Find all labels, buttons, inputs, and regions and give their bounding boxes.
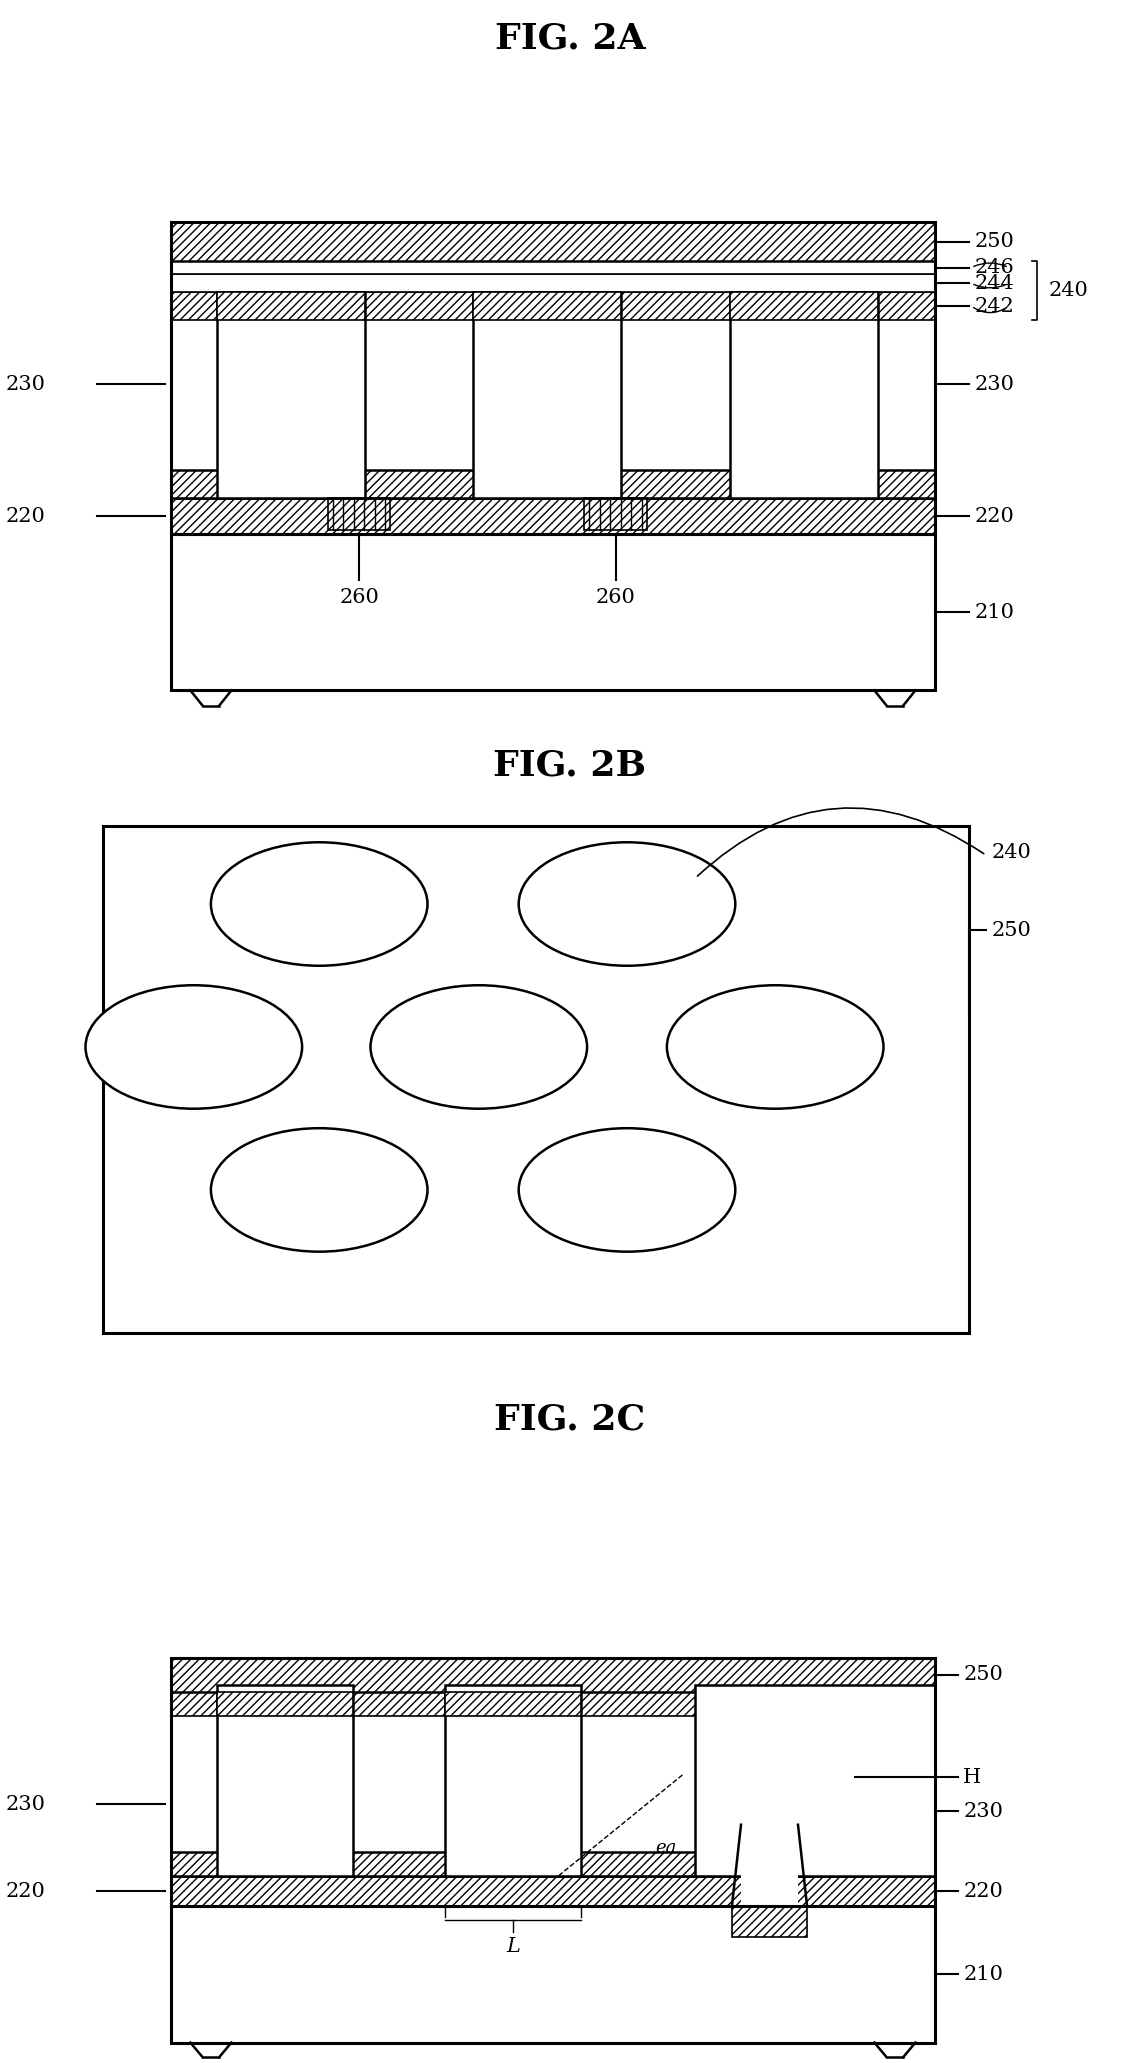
Text: 220: 220 [6,507,46,526]
Bar [171,1659,935,1692]
Circle shape [667,986,884,1108]
Bar [473,291,621,497]
Bar [217,291,365,497]
Text: 210: 210 [963,1964,1003,1985]
Text: 220: 220 [975,507,1015,526]
Text: ea: ea [656,1838,677,1857]
Bar [171,1659,935,1906]
Bar [171,274,935,291]
Bar [473,291,621,320]
Circle shape [211,1128,428,1252]
Circle shape [519,842,735,965]
Text: 260: 260 [596,588,635,607]
Bar [328,497,390,530]
Bar [171,534,935,691]
Text: 246: 246 [975,258,1015,276]
Bar [695,1685,935,1875]
Bar [103,825,969,1333]
Circle shape [519,1128,735,1252]
Text: 230: 230 [975,375,1015,394]
Text: 230: 230 [6,375,46,394]
Text: 230: 230 [6,1795,46,1813]
Bar [171,1875,935,1906]
Bar [217,1685,353,1875]
Text: 220: 220 [6,1881,46,1900]
Bar [171,223,935,262]
Text: 250: 250 [975,233,1015,252]
Bar [171,497,935,534]
Bar [730,291,878,320]
Text: 250: 250 [992,920,1032,939]
Circle shape [211,842,428,965]
Circle shape [370,986,587,1108]
Text: 242: 242 [975,297,1015,316]
Bar [445,1685,581,1875]
Bar [171,1853,935,1875]
Bar [217,1692,353,1716]
Circle shape [86,986,302,1108]
Bar [217,291,365,320]
Text: 220: 220 [963,1881,1003,1900]
Text: 230: 230 [963,1801,1003,1822]
Bar [584,497,648,530]
Bar [171,262,935,274]
Text: FIG. 2A: FIG. 2A [495,21,645,56]
Bar [732,1906,807,1937]
Bar [171,223,935,534]
Text: FIG. 2C: FIG. 2C [495,1403,645,1436]
Text: 240: 240 [1049,281,1089,299]
Text: 244: 244 [975,274,1015,293]
Text: H: H [963,1768,982,1787]
Bar [171,1692,935,1716]
Text: 260: 260 [340,588,378,607]
Text: FIG. 2B: FIG. 2B [494,749,646,782]
Bar [171,470,935,497]
Bar [730,291,878,497]
Bar [171,1906,935,2042]
Text: 250: 250 [963,1665,1003,1685]
Text: L: L [506,1937,520,1956]
Bar [741,1824,798,1906]
Text: 210: 210 [975,602,1015,621]
Bar [171,291,935,320]
Text: 240: 240 [992,842,1032,862]
Bar [445,1692,581,1716]
